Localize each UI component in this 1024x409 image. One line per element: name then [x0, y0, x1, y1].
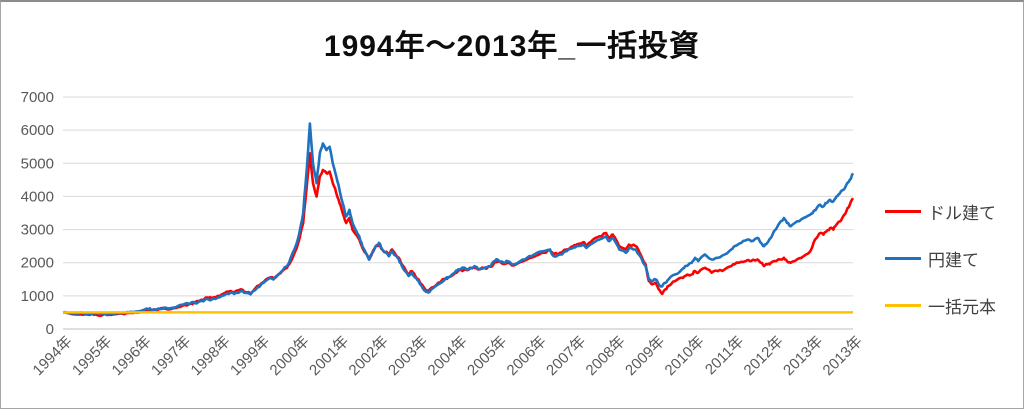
- svg-text:2003年: 2003年: [385, 333, 431, 379]
- svg-text:5000: 5000: [21, 155, 54, 172]
- svg-text:2007年: 2007年: [543, 333, 589, 379]
- svg-text:6000: 6000: [21, 122, 54, 139]
- legend-swatch-yen-line: [885, 257, 921, 260]
- chart-title: 1994年〜2013年_一括投資: [323, 30, 701, 63]
- legend-item-principal[interactable]: 一括元本: [885, 293, 996, 318]
- svg-text:2013年: 2013年: [820, 333, 866, 379]
- series-dollar-line: [62, 152, 855, 318]
- svg-text:4000: 4000: [21, 188, 54, 205]
- svg-text:2001年: 2001年: [306, 333, 352, 379]
- y-axis-labels: 0 1000 2000 3000 4000 5000 6000 7000: [21, 89, 54, 338]
- svg-text:1996年: 1996年: [109, 333, 155, 379]
- svg-text:1994年: 1994年: [30, 333, 76, 379]
- svg-text:2005年: 2005年: [464, 333, 510, 379]
- series-yen-line: [62, 122, 855, 316]
- legend: ドル建て 円建て 一括元本: [885, 199, 996, 318]
- svg-text:2006年: 2006年: [504, 333, 550, 379]
- svg-text:0: 0: [46, 321, 54, 338]
- svg-text:1995年: 1995年: [69, 333, 115, 379]
- svg-text:2009年: 2009年: [622, 333, 668, 379]
- legend-swatch-principal-line: [885, 304, 921, 307]
- gridlines: [63, 96, 853, 330]
- svg-text:2010年: 2010年: [662, 333, 708, 379]
- svg-text:2012年: 2012年: [741, 333, 787, 379]
- svg-text:1999年: 1999年: [227, 333, 273, 379]
- svg-text:7000: 7000: [21, 89, 54, 106]
- svg-text:3000: 3000: [21, 222, 54, 239]
- x-axis-labels: 1994年1995年1996年1997年1998年1999年2000年2001年…: [30, 333, 866, 379]
- svg-text:1998年: 1998年: [188, 333, 234, 379]
- svg-text:2013年: 2013年: [780, 333, 826, 379]
- svg-text:1000: 1000: [21, 288, 54, 305]
- legend-swatch-dollar-line: [885, 210, 921, 213]
- svg-text:2002年: 2002年: [346, 333, 392, 379]
- legend-label-yen: 円建て: [928, 251, 979, 270]
- legend-item-yen[interactable]: 円建て: [885, 246, 996, 271]
- legend-item-dollar[interactable]: ドル建て: [885, 199, 996, 224]
- svg-text:2008年: 2008年: [583, 333, 629, 379]
- svg-text:2004年: 2004年: [425, 333, 471, 379]
- svg-text:2000年: 2000年: [267, 333, 313, 379]
- svg-text:1997年: 1997年: [148, 333, 194, 379]
- legend-label-principal: 一括元本: [928, 298, 996, 317]
- legend-label-dollar: ドル建て: [928, 204, 996, 223]
- svg-text:2011年: 2011年: [702, 333, 747, 378]
- svg-text:2000: 2000: [21, 255, 54, 272]
